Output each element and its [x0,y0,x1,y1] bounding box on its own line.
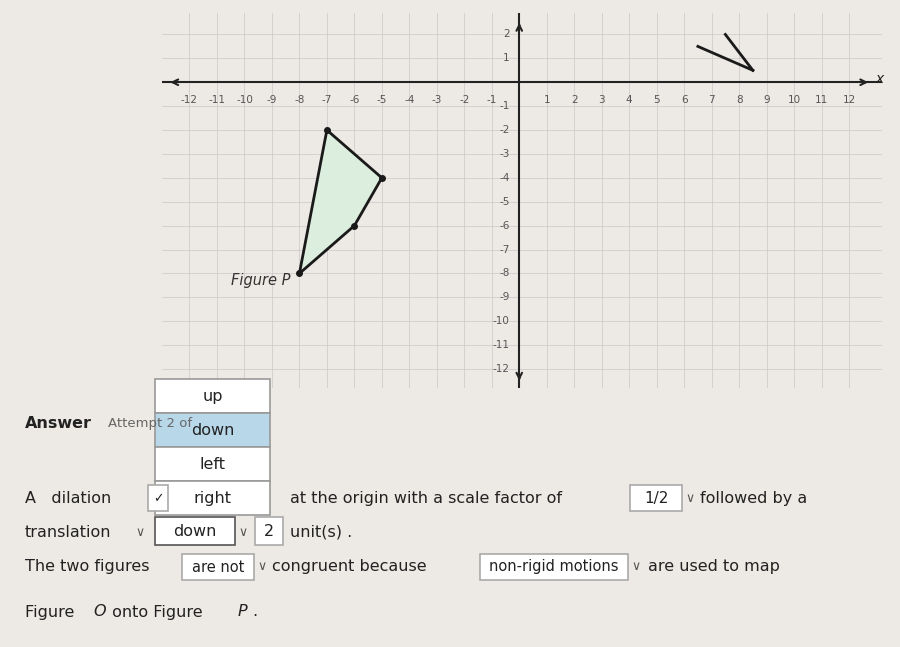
FancyBboxPatch shape [155,379,270,413]
Text: congruent because: congruent because [272,560,427,575]
FancyBboxPatch shape [155,413,270,447]
Text: x: x [875,72,884,87]
FancyBboxPatch shape [480,554,628,580]
Text: ∨: ∨ [257,560,266,573]
FancyBboxPatch shape [155,447,270,481]
Text: -8: -8 [500,269,509,278]
Text: -9: -9 [266,95,277,105]
Text: 1: 1 [544,95,550,105]
Text: 4: 4 [626,95,633,105]
Text: down: down [191,422,234,438]
Text: Figure: Figure [25,604,79,619]
Text: 6: 6 [680,95,688,105]
Text: non-rigid motions: non-rigid motions [490,560,619,575]
Text: 10: 10 [788,95,801,105]
Text: The two figures: The two figures [25,560,149,575]
Text: 11: 11 [814,95,828,105]
Text: followed by a: followed by a [700,490,807,506]
Text: 1: 1 [503,53,509,63]
Polygon shape [300,130,382,274]
Text: -1: -1 [500,101,509,111]
Text: -9: -9 [500,292,509,302]
Text: -7: -7 [321,95,332,105]
Text: -4: -4 [404,95,415,105]
Text: 1/2: 1/2 [644,490,668,506]
Text: left: left [200,457,226,472]
Text: -12: -12 [181,95,198,105]
Text: -6: -6 [500,221,509,231]
Text: ✓: ✓ [153,492,163,505]
FancyBboxPatch shape [148,485,168,511]
Text: 9: 9 [763,95,769,105]
Text: 8: 8 [736,95,742,105]
Text: are not: are not [192,560,244,575]
Text: down: down [174,523,217,539]
Text: A   dilation: A dilation [25,490,112,506]
Text: are used to map: are used to map [648,560,780,575]
Text: -3: -3 [500,149,509,159]
Text: unit(s) .: unit(s) . [290,525,352,540]
Text: 5: 5 [653,95,660,105]
Text: translation: translation [25,525,112,540]
Text: 12: 12 [842,95,856,105]
Text: O: O [93,604,105,619]
Text: Attempt 2 of: Attempt 2 of [108,417,192,430]
Text: -10: -10 [236,95,253,105]
Text: ∨: ∨ [685,492,694,505]
Text: Answer: Answer [25,416,92,431]
Text: -4: -4 [500,173,509,183]
Text: P: P [238,604,248,619]
FancyBboxPatch shape [255,517,283,545]
Text: ∨: ∨ [238,526,248,539]
Text: -5: -5 [500,197,509,207]
Text: up: up [202,389,223,404]
Text: -6: -6 [349,95,360,105]
Text: -10: -10 [493,316,509,326]
Text: 2: 2 [503,30,509,39]
Text: -3: -3 [432,95,442,105]
Text: -11: -11 [209,95,226,105]
Text: 7: 7 [708,95,715,105]
FancyBboxPatch shape [630,485,682,511]
FancyBboxPatch shape [155,481,270,515]
Text: -8: -8 [294,95,304,105]
Text: -2: -2 [459,95,470,105]
Text: 2: 2 [571,95,578,105]
Text: -11: -11 [492,340,509,350]
FancyBboxPatch shape [155,517,235,545]
Text: -12: -12 [492,364,509,374]
Text: onto Figure: onto Figure [107,604,208,619]
Text: -1: -1 [487,95,497,105]
FancyBboxPatch shape [182,554,254,580]
Text: ∨: ∨ [135,526,144,539]
Text: -2: -2 [500,125,509,135]
Text: at the origin with a scale factor of: at the origin with a scale factor of [290,490,562,506]
Text: -5: -5 [377,95,387,105]
Text: Figure P: Figure P [230,274,290,289]
Text: 2: 2 [264,523,274,539]
Text: .: . [252,604,257,619]
Text: ∨: ∨ [631,560,640,573]
Text: 3: 3 [598,95,605,105]
Text: right: right [194,490,231,506]
Text: -7: -7 [500,245,509,254]
